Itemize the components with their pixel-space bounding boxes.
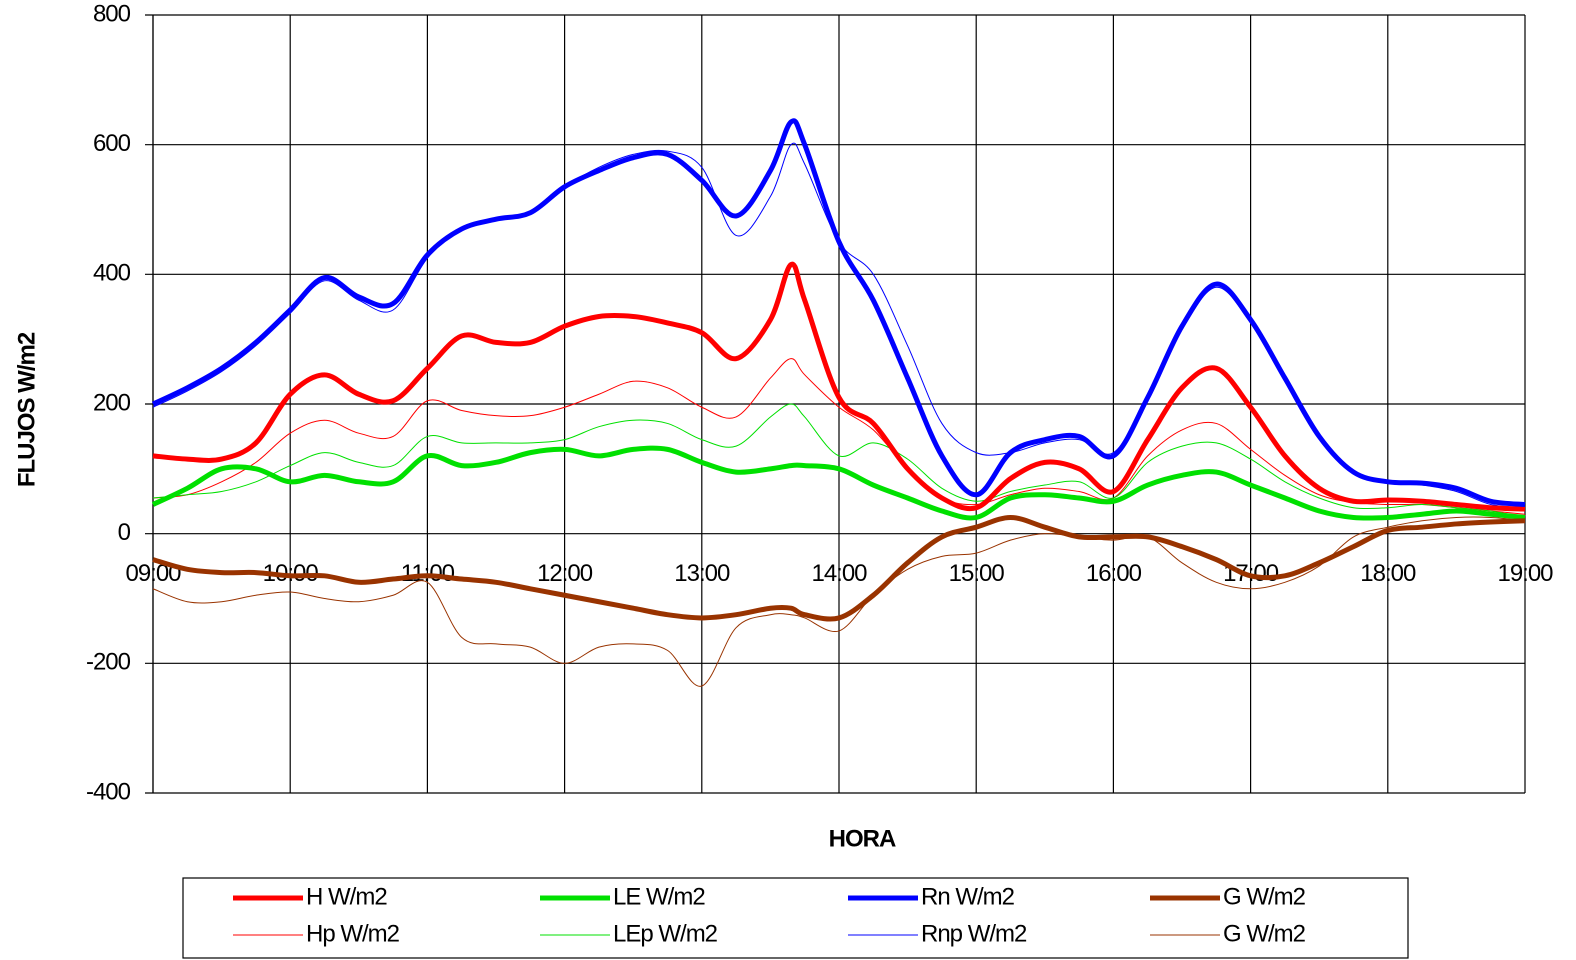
series-line bbox=[152, 261, 1526, 512]
y-tick-label: -400 bbox=[86, 778, 131, 805]
series-line bbox=[151, 118, 1526, 507]
legend-label: Hp W/m2 bbox=[306, 920, 400, 947]
series-line bbox=[152, 514, 1526, 622]
legend-label: LEp W/m2 bbox=[613, 920, 718, 947]
legend-label: Rn W/m2 bbox=[921, 883, 1015, 910]
y-tick-label: 400 bbox=[93, 260, 131, 287]
series-line bbox=[152, 403, 1526, 518]
series-line bbox=[151, 445, 1526, 521]
series-line bbox=[152, 516, 1526, 687]
x-axis-title: HORA bbox=[829, 825, 896, 852]
x-tick-label: 19:00 bbox=[1497, 560, 1553, 587]
x-tick-label: 12:00 bbox=[537, 560, 593, 587]
legend-label: G W/m2 bbox=[1223, 883, 1306, 910]
y-tick-label: 800 bbox=[93, 0, 131, 27]
x-tick-label: 18:00 bbox=[1360, 560, 1416, 587]
x-tick-label: 15:00 bbox=[949, 560, 1005, 587]
legend-label: Rnp W/m2 bbox=[921, 920, 1027, 947]
x-tick-label: 16:00 bbox=[1086, 560, 1142, 587]
x-tick-label: 14:00 bbox=[811, 560, 867, 587]
series-line bbox=[152, 358, 1526, 515]
legend-label: G W/m2 bbox=[1223, 920, 1306, 947]
legend-label: LE W/m2 bbox=[613, 883, 705, 910]
y-tick-label: -200 bbox=[86, 649, 131, 676]
legend-box bbox=[182, 877, 1409, 959]
y-tick-label: 600 bbox=[93, 130, 131, 157]
x-tick-label: 13:00 bbox=[674, 560, 730, 587]
legend-label: H W/m2 bbox=[306, 883, 387, 910]
y-axis-title: FLUJOS W/m2 bbox=[13, 332, 40, 487]
y-tick-label: 200 bbox=[93, 389, 131, 416]
y-tick-label: 0 bbox=[118, 519, 131, 546]
